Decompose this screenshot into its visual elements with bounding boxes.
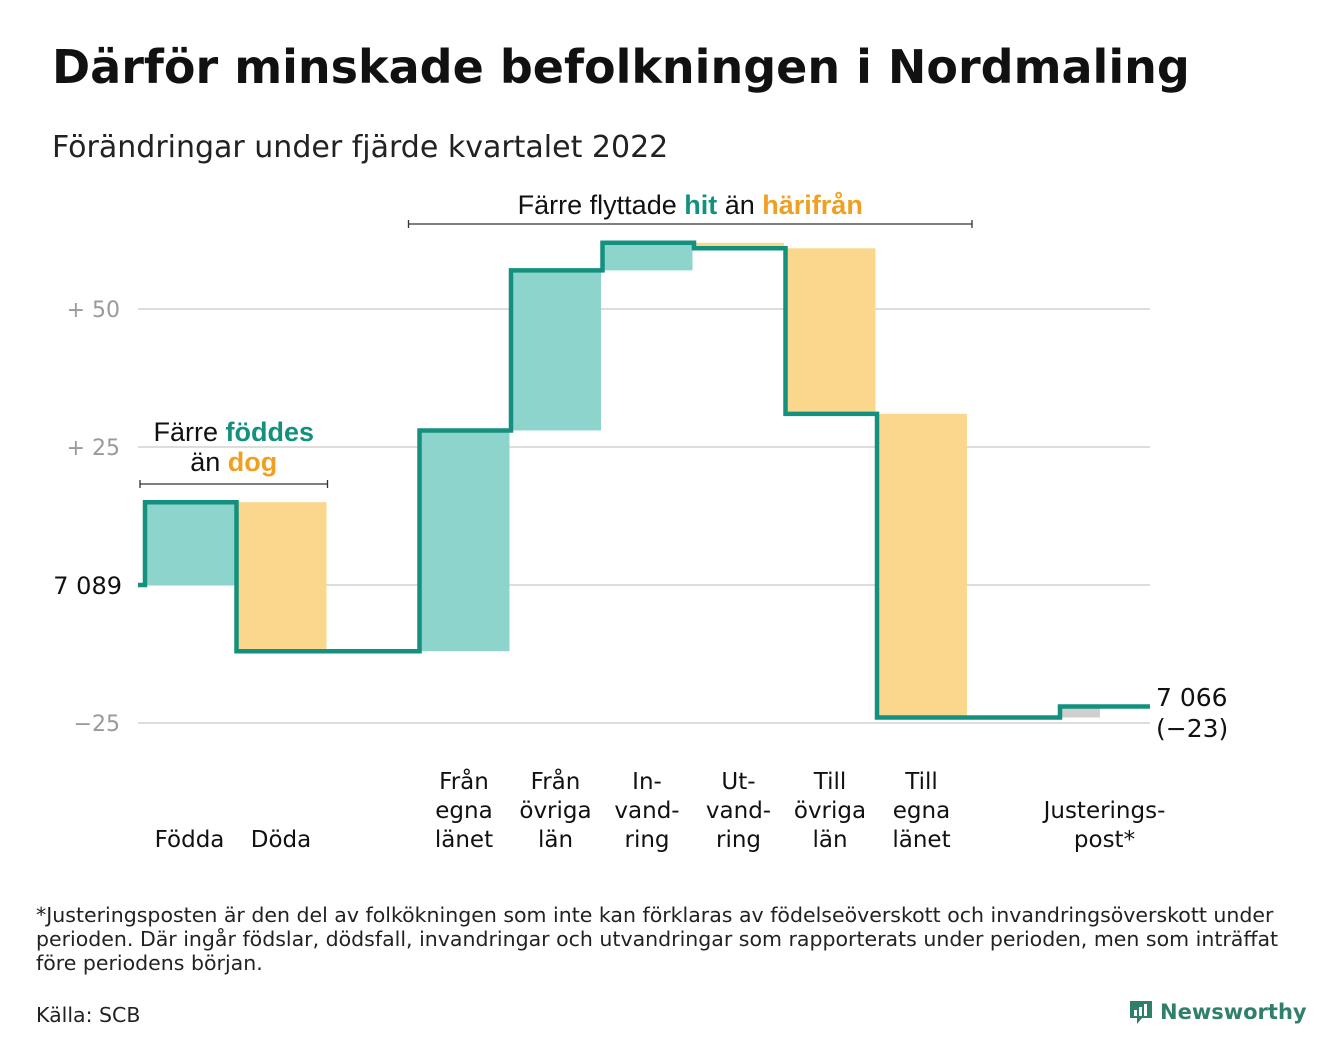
y-tick-label: + 50 [67,298,120,323]
annotation-segment: härifrån [755,190,863,220]
step-line [138,240,1150,720]
chart-title: Därför minskade befolkningen i Nordmalin… [52,40,1190,94]
annotation-segment: dog [220,447,277,477]
category-label: Ut- [721,769,755,795]
annotation-births-line1: Färre föddes [153,417,314,447]
category-label: län [812,827,847,853]
bar [784,248,876,414]
brand-logo: Newsworthy [1128,998,1307,1026]
y-tick-label: + 25 [67,436,120,461]
end-change-label: (−23) [1156,714,1228,743]
category-label: övriga [794,798,866,824]
category-label: In- [632,769,662,795]
brand-name: Newsworthy [1160,1000,1307,1024]
end-labels: 7 066(−23) [1156,683,1228,743]
category-label: ring [716,827,761,853]
annotation-segment: Färre flyttade [518,190,677,220]
bar [876,413,967,718]
bar [144,502,235,585]
bars [144,242,1100,718]
annotation-segment: Färre [153,417,218,447]
newsworthy-logo-icon [1130,1001,1152,1024]
annotation-births-line2: än dog [190,447,277,477]
category-label: egna [893,798,950,824]
category-label: Döda [251,827,311,853]
bar [510,270,601,431]
category-label: vand- [614,798,679,824]
category-label: vand- [706,798,771,824]
bar [1059,706,1100,718]
category-label: länet [435,827,493,853]
category-label: egna [435,798,492,824]
annotation-segment: hit [677,190,718,220]
category-label: övriga [519,798,591,824]
category-label: Födda [155,827,225,853]
category-label: län [538,827,573,853]
bar [601,242,693,271]
annotation-segment: än [190,447,220,477]
cumulative-step-line [138,240,1150,720]
y-tick-label: −25 [74,712,120,737]
y-axis-labels: + 50 + 25 −25 7 089 [53,298,122,737]
category-label: Från [439,767,489,795]
category-label: Från [531,767,581,795]
end-value-label: 7 066 [1156,683,1228,712]
bar [418,430,510,652]
category-label: post* [1074,827,1135,853]
category-label: ring [624,827,669,853]
chart-subtitle: Förändringar under fjärde kvartalet 2022 [52,130,669,165]
footnote: *Justeringsposten är den del av folkökni… [36,903,1279,975]
annotation-segment: föddes [218,417,314,447]
start-value-label: 7 089 [53,572,122,600]
source-label: Källa: SCB [36,1003,141,1027]
category-label: Till [904,769,938,795]
annotation-segment: än [717,190,755,220]
category-label: länet [892,827,950,853]
waterfall-chart: + 50+ 25−257 089 Födda DödaFrånegnalänetF… [53,190,1228,853]
category-label: Justerings- [1042,798,1166,824]
category-label: Till [813,769,847,795]
bar [693,242,784,249]
annotation-migration-line: Färre flyttade hit än härifrån [518,190,863,220]
bar [235,502,327,652]
x-axis-labels: Födda Döda Från egna länet Från övriga län In-va… [155,767,1166,853]
